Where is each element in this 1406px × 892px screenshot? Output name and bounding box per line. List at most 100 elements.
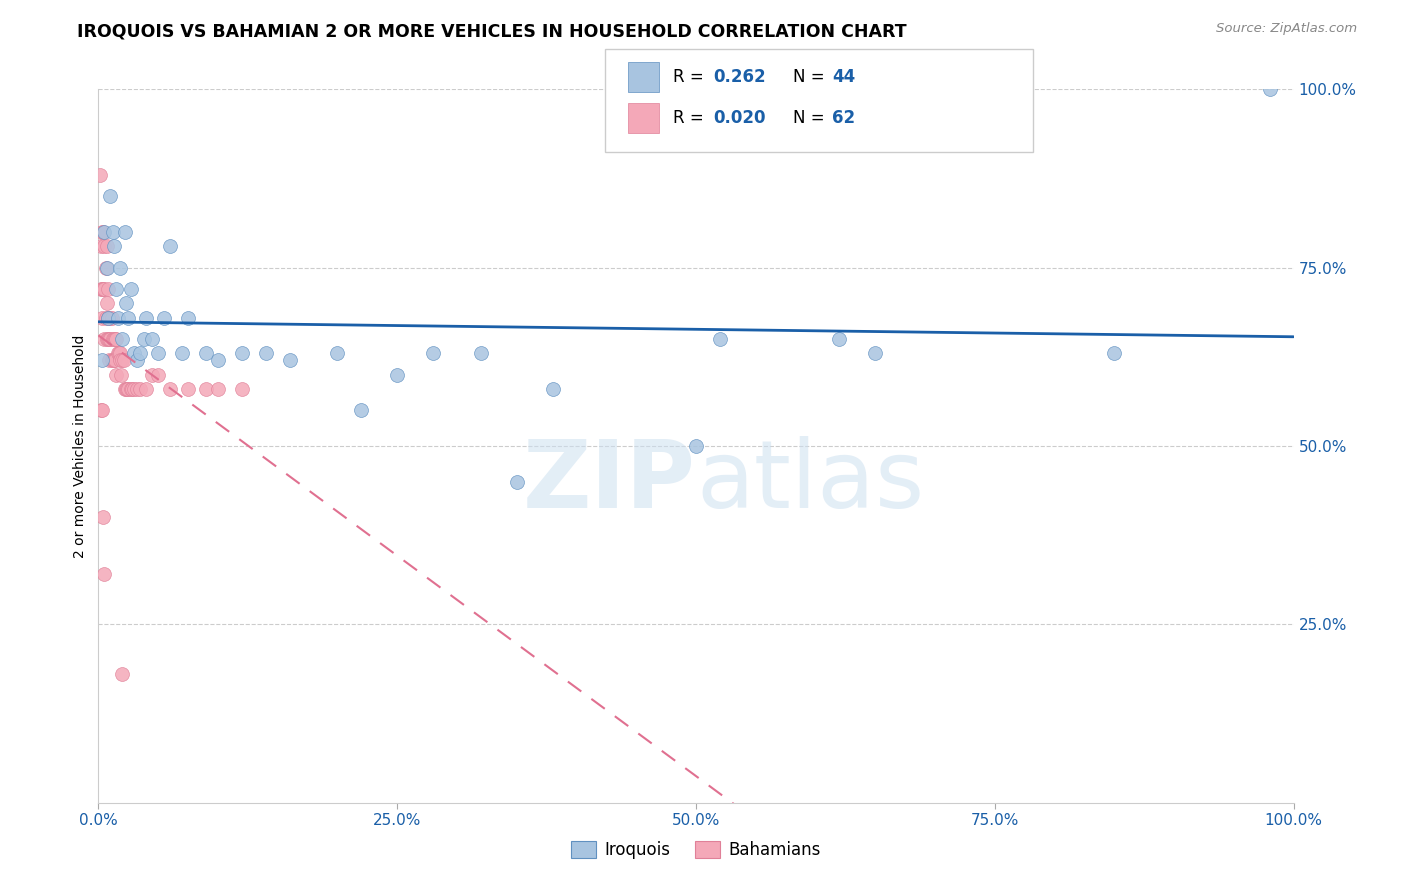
- Point: [108, 346, 131, 360]
- Point: [125, 353, 148, 368]
- Point: [105, 332, 128, 346]
- Text: N =: N =: [793, 68, 830, 87]
- Point: [129, 382, 152, 396]
- Point: [115, 382, 138, 396]
- Point: [93, 239, 115, 253]
- Point: [120, 382, 142, 396]
- Point: [685, 439, 707, 453]
- Point: [98, 332, 122, 346]
- Point: [278, 353, 301, 368]
- Point: [93, 332, 115, 346]
- Point: [101, 353, 124, 368]
- Point: [148, 368, 170, 382]
- Point: [96, 239, 118, 253]
- Point: [865, 346, 887, 360]
- Point: [195, 346, 218, 360]
- Point: [132, 332, 155, 346]
- Point: [125, 382, 148, 396]
- Point: [1104, 346, 1126, 360]
- Point: [103, 332, 125, 346]
- Point: [115, 296, 138, 310]
- Point: [141, 332, 163, 346]
- Point: [96, 332, 118, 346]
- Point: [90, 239, 112, 253]
- Point: [98, 310, 122, 325]
- Point: [114, 382, 136, 396]
- Point: [148, 346, 170, 360]
- Point: [91, 225, 114, 239]
- Point: [91, 353, 114, 368]
- Point: [93, 225, 115, 239]
- Point: [93, 567, 115, 582]
- Point: [231, 382, 253, 396]
- Point: [1258, 82, 1281, 96]
- Point: [107, 346, 129, 360]
- Point: [541, 382, 564, 396]
- Point: [172, 346, 194, 360]
- Point: [112, 353, 135, 368]
- Point: [91, 403, 114, 417]
- Text: IROQUOIS VS BAHAMIAN 2 OR MORE VEHICLES IN HOUSEHOLD CORRELATION CHART: IROQUOIS VS BAHAMIAN 2 OR MORE VEHICLES …: [77, 22, 907, 40]
- Point: [107, 346, 129, 360]
- Point: [470, 346, 492, 360]
- Point: [105, 368, 128, 382]
- Point: [108, 353, 131, 368]
- Point: [231, 346, 253, 360]
- Point: [104, 332, 127, 346]
- Point: [97, 282, 120, 296]
- Point: [195, 382, 218, 396]
- Point: [103, 353, 125, 368]
- Point: [207, 382, 229, 396]
- Point: [153, 310, 176, 325]
- Point: [89, 168, 111, 182]
- Point: [107, 310, 129, 325]
- Point: [117, 382, 139, 396]
- Point: [91, 310, 114, 325]
- Point: [121, 382, 143, 396]
- Y-axis label: 2 or more Vehicles in Household: 2 or more Vehicles in Household: [73, 334, 87, 558]
- Point: [91, 282, 114, 296]
- Point: [103, 239, 125, 253]
- Point: [326, 346, 349, 360]
- Point: [91, 282, 114, 296]
- Point: [90, 282, 112, 296]
- Text: 44: 44: [832, 68, 856, 87]
- Text: 0.262: 0.262: [713, 68, 765, 87]
- Text: N =: N =: [793, 109, 830, 128]
- Text: Source: ZipAtlas.com: Source: ZipAtlas.com: [1216, 22, 1357, 36]
- Point: [93, 282, 115, 296]
- Point: [207, 353, 229, 368]
- Point: [114, 225, 136, 239]
- Point: [94, 260, 117, 275]
- Text: R =: R =: [673, 68, 710, 87]
- Point: [101, 332, 124, 346]
- Point: [177, 310, 200, 325]
- Point: [101, 225, 124, 239]
- Point: [159, 239, 181, 253]
- Point: [159, 382, 181, 396]
- Point: [98, 189, 122, 203]
- Point: [115, 382, 138, 396]
- Point: [422, 346, 444, 360]
- Point: [110, 368, 132, 382]
- Point: [98, 332, 121, 346]
- Point: [124, 382, 146, 396]
- Point: [111, 332, 134, 346]
- Point: [96, 260, 118, 275]
- Point: [111, 353, 134, 368]
- Point: [111, 667, 134, 681]
- Point: [100, 310, 122, 325]
- Point: [709, 332, 731, 346]
- Point: [129, 346, 152, 360]
- Text: ZIP: ZIP: [523, 435, 696, 528]
- Point: [124, 346, 146, 360]
- Point: [96, 296, 118, 310]
- Point: [90, 403, 112, 417]
- Point: [177, 382, 200, 396]
- Text: 0.020: 0.020: [713, 109, 765, 128]
- Point: [105, 282, 128, 296]
- Point: [141, 368, 163, 382]
- Point: [135, 382, 157, 396]
- Point: [97, 310, 120, 325]
- Point: [117, 310, 139, 325]
